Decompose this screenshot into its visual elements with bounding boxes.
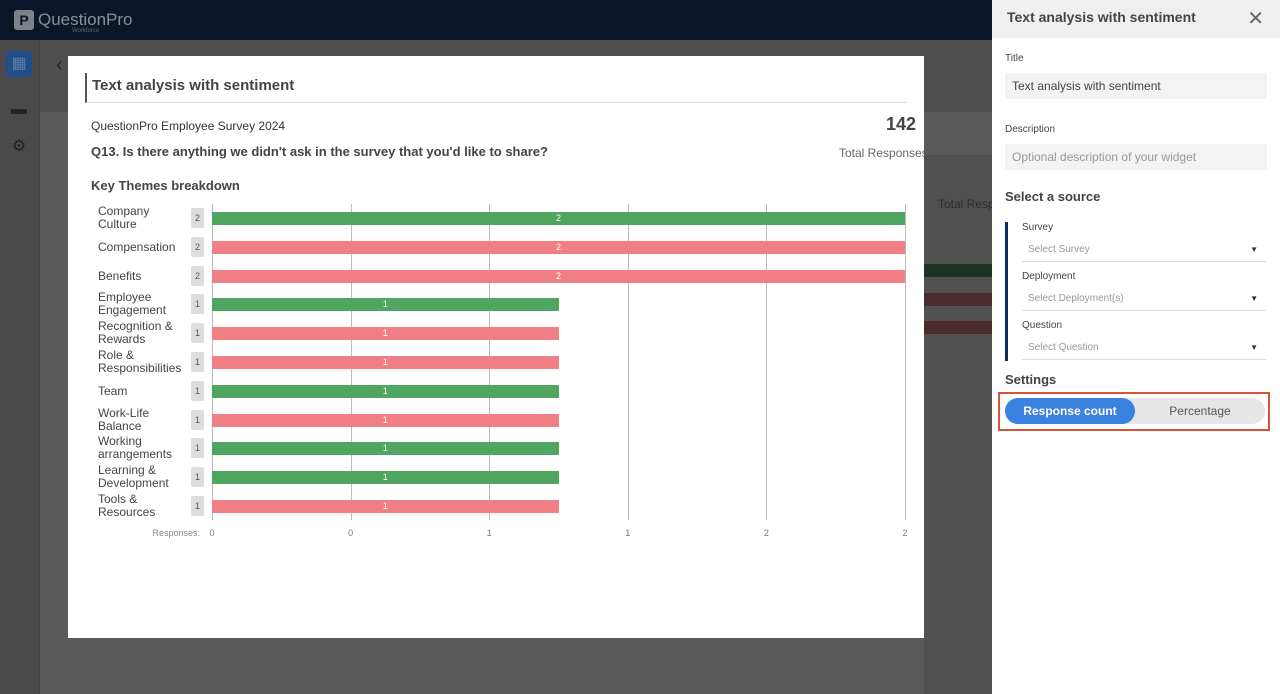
bar-positive[interactable]: 1 — [212, 298, 559, 312]
x-tick-label: 2 — [902, 528, 908, 538]
logo-icon: P — [14, 10, 34, 30]
category-label: Employee Engagement — [98, 290, 167, 318]
category-label: Recognition & Rewards — [98, 319, 173, 347]
gridline — [627, 204, 629, 520]
background-bar — [924, 293, 992, 306]
logo-subtext: Workforce — [72, 28, 100, 34]
dashboard-icon[interactable]: ▦ — [6, 51, 32, 77]
widget-settings-panel: Text analysis with sentiment ✕ Title Tex… — [992, 0, 1280, 694]
bar-negative[interactable]: 2 — [212, 240, 905, 254]
bar-negative[interactable]: 1 — [212, 500, 559, 513]
x-tick-label: 2 — [763, 528, 769, 538]
dropdown-caret-icon: ▼ — [1250, 245, 1258, 254]
x-tick-label: 1 — [625, 528, 631, 538]
count-badge: 1 — [191, 409, 204, 430]
count-badge: 1 — [191, 467, 204, 488]
folder-icon[interactable]: ▬ — [11, 101, 27, 118]
title-input[interactable]: Text analysis with sentiment — [1005, 73, 1267, 99]
bar-negative[interactable]: 1 — [212, 413, 559, 427]
category-label: Benefits — [98, 268, 142, 283]
logo-text: QuestionPro — [38, 10, 133, 29]
survey-name: QuestionPro Employee Survey 2024 — [91, 119, 286, 133]
top-navbar: P QuestionPro Workforce — [0, 0, 992, 40]
deployment-placeholder: Select Deployment(s) — [1028, 293, 1124, 304]
bar-positive[interactable]: 1 — [212, 471, 559, 485]
count-badge: 1 — [191, 496, 204, 516]
background-widget — [924, 155, 992, 694]
bar-negative[interactable]: 1 — [212, 356, 559, 369]
count-badge: 1 — [191, 380, 204, 401]
survey-placeholder: Select Survey — [1028, 244, 1090, 255]
category-label: Working arrangements — [98, 434, 173, 462]
count-badge: 2 — [191, 236, 204, 257]
dropdown-caret-icon: ▼ — [1250, 343, 1258, 352]
category-label: Tools & Resources — [98, 492, 156, 519]
category-label: Work-Life Balance — [98, 405, 150, 433]
question-text: Q13. Is there anything we didn't ask in … — [91, 144, 548, 159]
category-label: Role & Responsibilities — [98, 348, 182, 375]
count-badge: 1 — [191, 294, 204, 315]
x-tick-label: 1 — [486, 528, 492, 538]
count-badge: 1 — [191, 438, 204, 459]
background-bar — [924, 264, 992, 277]
source-heading: Select a source — [1005, 189, 1101, 204]
background-total-label: Total Resp — [938, 197, 995, 211]
count-badge: 1 — [191, 323, 204, 344]
total-responses-count: 142 — [885, 114, 916, 134]
gridline — [766, 204, 768, 520]
question-select[interactable]: Select Question ▼ — [1022, 338, 1266, 360]
description-label: Description — [1005, 124, 1056, 135]
response-count-option[interactable]: Response count — [1005, 398, 1135, 424]
count-badge: 2 — [191, 265, 204, 286]
questionpro-logo[interactable]: P QuestionPro — [14, 10, 133, 30]
category-label: Learning & Development — [98, 463, 169, 491]
panel-title: Text analysis with sentiment — [1007, 9, 1196, 25]
bar-positive[interactable]: 2 — [212, 212, 905, 225]
section-title: Key Themes breakdown — [91, 178, 240, 193]
sidebar: ▦ ▬ ⚙ — [0, 40, 40, 694]
back-chevron-icon[interactable]: ‹ — [56, 54, 63, 76]
source-accent-bar — [1005, 222, 1008, 361]
close-icon[interactable]: ✕ — [1247, 8, 1264, 30]
deployment-select[interactable]: Select Deployment(s) ▼ — [1022, 289, 1266, 311]
bar-negative[interactable]: 2 — [212, 269, 905, 283]
category-label: Company Culture — [98, 204, 150, 231]
question-label: Question — [1022, 320, 1063, 331]
count-badge: 1 — [191, 352, 204, 372]
bar-positive[interactable]: 1 — [212, 384, 559, 398]
background-bar — [924, 321, 992, 334]
category-label: Team — [98, 383, 128, 398]
display-mode-toggle: Response count Percentage — [1005, 398, 1265, 424]
x-tick-label: 0 — [209, 528, 215, 538]
widget-title: Text analysis with sentiment — [85, 73, 907, 103]
gridline — [905, 204, 906, 520]
description-input[interactable]: Optional description of your widget — [1005, 144, 1267, 170]
display-mode-toggle-highlight: Response count Percentage — [998, 392, 1270, 431]
x-tick-label: 0 — [348, 528, 354, 538]
title-label: Title — [1005, 53, 1024, 64]
percentage-option[interactable]: Percentage — [1169, 404, 1231, 418]
question-placeholder: Select Question — [1028, 342, 1099, 353]
survey-label: Survey — [1022, 222, 1054, 233]
x-axis-label: Responses: — [152, 528, 200, 538]
panel-header: Text analysis with sentiment ✕ — [992, 0, 1280, 38]
category-label: Compensation — [98, 239, 176, 254]
settings-heading: Settings — [1005, 372, 1057, 387]
dropdown-caret-icon: ▼ — [1250, 294, 1258, 303]
deployment-label: Deployment — [1022, 271, 1076, 282]
widget-preview-modal: Text analysis with sentiment QuestionPro… — [68, 56, 924, 638]
bar-negative[interactable]: 1 — [212, 327, 559, 341]
survey-select[interactable]: Select Survey ▼ — [1022, 240, 1266, 262]
count-badge: 2 — [191, 208, 204, 228]
gear-icon[interactable]: ⚙ — [11, 138, 27, 155]
bar-positive[interactable]: 1 — [212, 442, 559, 456]
total-responses-label: Total Responses — [839, 146, 924, 160]
